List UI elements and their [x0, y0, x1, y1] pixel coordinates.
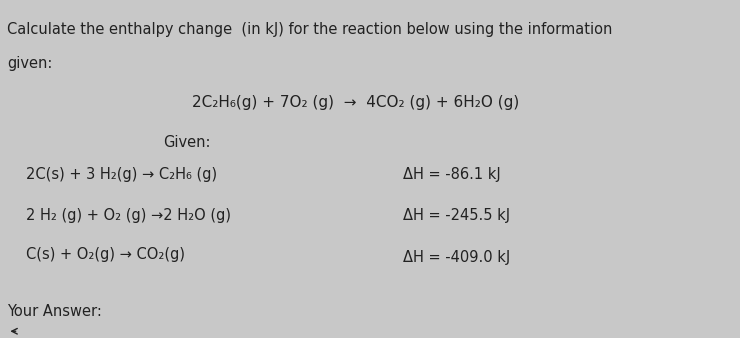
Text: Calculate the enthalpy change  (in kJ) for the reaction below using the informat: Calculate the enthalpy change (in kJ) fo… [7, 22, 613, 37]
Text: 2C₂H₆(g) + 7O₂ (g)  →  4CO₂ (g) + 6H₂O (g): 2C₂H₆(g) + 7O₂ (g) → 4CO₂ (g) + 6H₂O (g) [192, 95, 519, 110]
Text: ΔH = -245.5 kJ: ΔH = -245.5 kJ [403, 208, 511, 223]
Text: 2 H₂ (g) + O₂ (g) →2 H₂O (g): 2 H₂ (g) + O₂ (g) →2 H₂O (g) [26, 208, 231, 223]
Text: ΔH = -86.1 kJ: ΔH = -86.1 kJ [403, 167, 501, 182]
Text: 2C(s) + 3 H₂(g) → C₂H₆ (g): 2C(s) + 3 H₂(g) → C₂H₆ (g) [26, 167, 217, 182]
Text: ΔH = -409.0 kJ: ΔH = -409.0 kJ [403, 250, 511, 265]
Text: Given:: Given: [163, 135, 210, 150]
Text: given:: given: [7, 56, 53, 71]
Text: Your Answer:: Your Answer: [7, 304, 102, 319]
Text: C(s) + O₂(g) → CO₂(g): C(s) + O₂(g) → CO₂(g) [26, 247, 185, 262]
